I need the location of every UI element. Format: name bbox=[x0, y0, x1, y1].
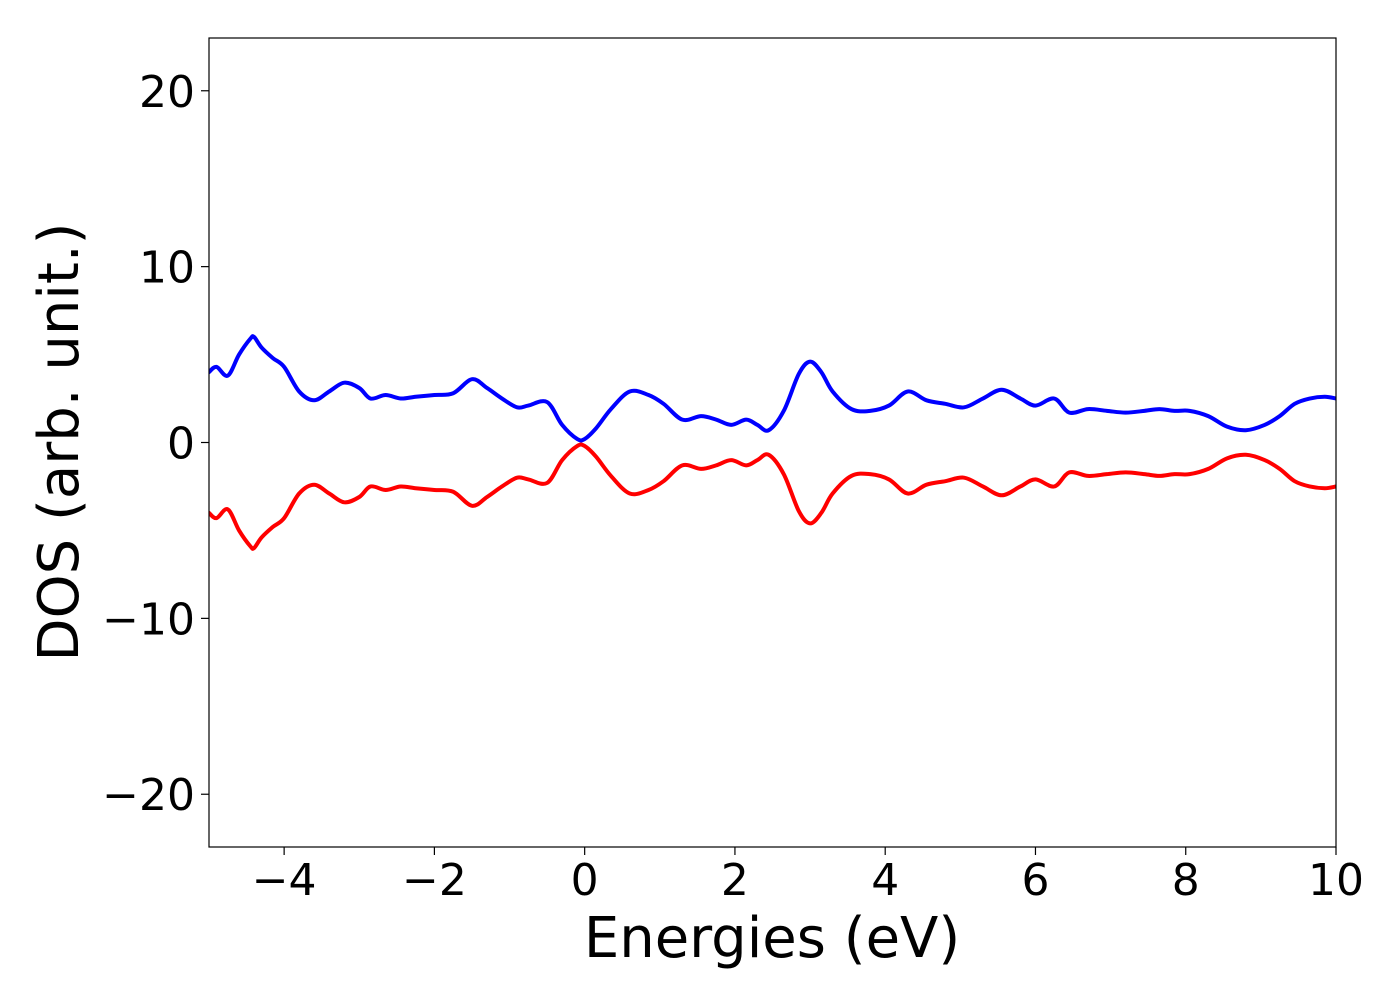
x-tick-label: 6 bbox=[1021, 855, 1049, 906]
y-axis: −20 −10 0 10 20 bbox=[102, 67, 209, 821]
plot-frame bbox=[208, 37, 1337, 848]
series-layer bbox=[209, 334, 1336, 551]
y-tick-label: −10 bbox=[102, 594, 195, 645]
x-tick-label: 2 bbox=[721, 855, 749, 906]
series-line-0 bbox=[209, 334, 1336, 443]
y-tick-label: 20 bbox=[139, 67, 195, 118]
series-line-1 bbox=[209, 442, 1336, 551]
y-tick-label: 10 bbox=[139, 243, 195, 294]
y-axis-label: DOS (arb. unit.) bbox=[27, 222, 92, 661]
x-tick-label: 8 bbox=[1172, 855, 1200, 906]
y-tick-label: −20 bbox=[102, 770, 195, 821]
x-tick-label: 0 bbox=[571, 855, 599, 906]
x-axis-label: Energies (eV) bbox=[584, 906, 960, 971]
x-tick-label: −2 bbox=[402, 855, 467, 906]
x-axis: −4 −2 0 2 4 6 8 10 bbox=[252, 847, 1364, 906]
x-tick-label: 10 bbox=[1308, 855, 1364, 906]
x-tick-label: 4 bbox=[871, 855, 899, 906]
y-tick-label: 0 bbox=[167, 419, 195, 470]
x-tick-label: −4 bbox=[252, 855, 317, 906]
